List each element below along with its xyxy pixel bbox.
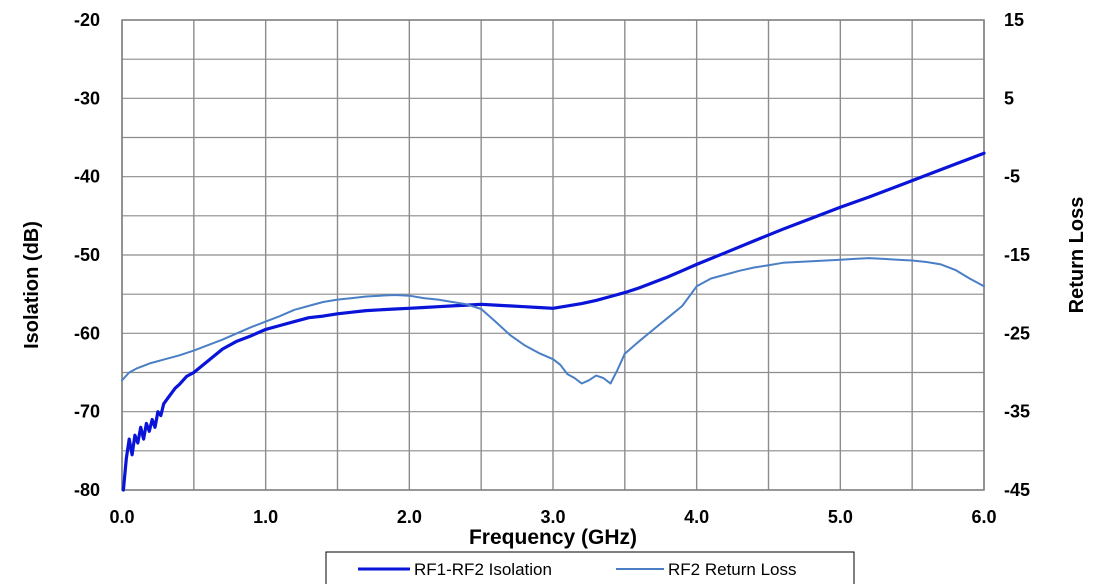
- x-tick-label-3: 3.0: [540, 507, 565, 527]
- x-tick-labels: 0.0 1.0 2.0 3.0 4.0 5.0 6.0: [109, 507, 996, 527]
- y-tick-label-2: -60: [74, 323, 100, 343]
- x-tick-label-1: 1.0: [253, 507, 278, 527]
- x-tick-label-5: 5.0: [828, 507, 853, 527]
- legend-box: [325, 551, 855, 584]
- y2-tick-label-1: -35: [1004, 402, 1030, 422]
- x-tick-label-4: 4.0: [684, 507, 709, 527]
- plot-frame: [121, 19, 985, 491]
- y-tick-label-6: -20: [74, 10, 100, 30]
- y2-tick-label-5: 5: [1004, 88, 1014, 108]
- y-tick-label-3: -50: [74, 245, 100, 265]
- y-tick-label-4: -40: [74, 167, 100, 187]
- y2-tick-labels: -45 -35 -25 -15 -5 5 15: [1004, 10, 1030, 500]
- y2-tick-label-2: -25: [1004, 323, 1030, 343]
- y2-tick-label-3: -15: [1004, 245, 1030, 265]
- legend: RF1-RF2 Isolation RF2 Return Loss: [325, 551, 855, 584]
- legend-label-isolation: RF1-RF2 Isolation: [414, 560, 552, 579]
- series-line-return-loss: [121, 257, 985, 385]
- series-lines: [121, 151, 986, 492]
- y-tick-labels: -80 -70 -60 -50 -40 -30 -20: [74, 10, 100, 500]
- x-tick-label-6: 6.0: [971, 507, 996, 527]
- y2-tick-label-6: 15: [1004, 10, 1024, 30]
- x-tick-label-2: 2.0: [397, 507, 422, 527]
- x-tick-label-0: 0.0: [109, 507, 134, 527]
- y-tick-label-5: -30: [74, 88, 100, 108]
- y-axis-title: Isolation (dB): [21, 221, 43, 349]
- series-line-isolation: [121, 151, 986, 492]
- legend-label-return-loss: RF2 Return Loss: [668, 560, 797, 579]
- y2-axis-title: Return Loss: [1066, 197, 1088, 314]
- y2-tick-label-0: -45: [1004, 480, 1030, 500]
- y-tick-label-1: -70: [74, 402, 100, 422]
- x-axis-title: Frequency (GHz): [469, 526, 637, 549]
- y2-tick-label-4: -5: [1004, 167, 1020, 187]
- y-tick-label-0: -80: [74, 480, 100, 500]
